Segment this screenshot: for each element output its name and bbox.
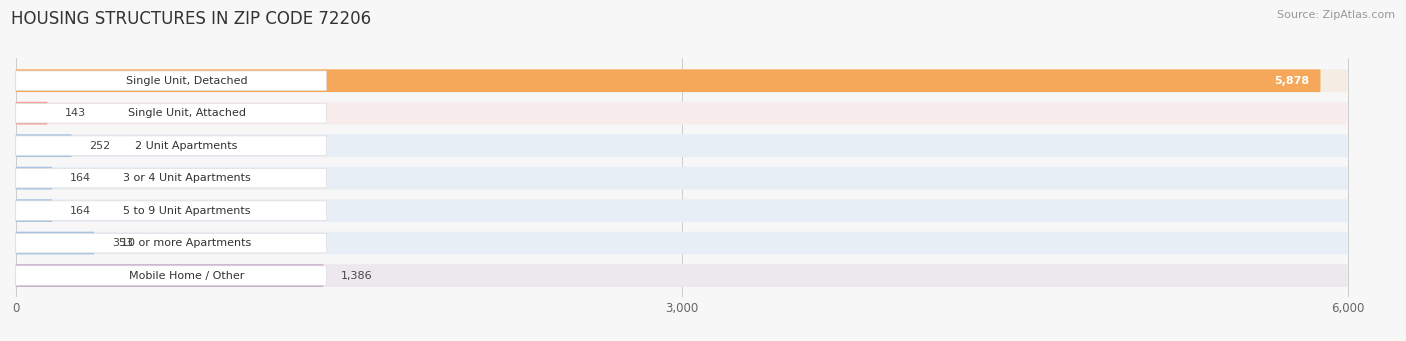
Text: 252: 252 [90, 140, 111, 151]
FancyBboxPatch shape [15, 199, 1347, 222]
FancyBboxPatch shape [15, 71, 326, 90]
Text: HOUSING STRUCTURES IN ZIP CODE 72206: HOUSING STRUCTURES IN ZIP CODE 72206 [11, 10, 371, 28]
FancyBboxPatch shape [15, 264, 1347, 287]
FancyBboxPatch shape [15, 69, 1320, 92]
FancyBboxPatch shape [15, 266, 326, 285]
Text: 5,878: 5,878 [1274, 76, 1309, 86]
FancyBboxPatch shape [15, 199, 52, 222]
FancyBboxPatch shape [15, 264, 323, 287]
Text: Single Unit, Attached: Single Unit, Attached [128, 108, 246, 118]
FancyBboxPatch shape [15, 233, 326, 253]
Text: 164: 164 [70, 173, 91, 183]
Text: 353: 353 [112, 238, 132, 248]
FancyBboxPatch shape [15, 102, 48, 124]
Text: 2 Unit Apartments: 2 Unit Apartments [135, 140, 238, 151]
Text: 3 or 4 Unit Apartments: 3 or 4 Unit Apartments [122, 173, 250, 183]
FancyBboxPatch shape [15, 201, 326, 220]
Text: Mobile Home / Other: Mobile Home / Other [129, 270, 245, 281]
FancyBboxPatch shape [15, 168, 326, 188]
Text: 5 to 9 Unit Apartments: 5 to 9 Unit Apartments [122, 206, 250, 216]
Text: 1,386: 1,386 [342, 270, 373, 281]
FancyBboxPatch shape [15, 134, 1347, 157]
Text: 10 or more Apartments: 10 or more Apartments [121, 238, 252, 248]
Text: 143: 143 [65, 108, 86, 118]
Text: Single Unit, Detached: Single Unit, Detached [125, 76, 247, 86]
FancyBboxPatch shape [15, 167, 52, 190]
FancyBboxPatch shape [15, 69, 1347, 92]
FancyBboxPatch shape [15, 232, 1347, 254]
FancyBboxPatch shape [15, 134, 72, 157]
Text: Source: ZipAtlas.com: Source: ZipAtlas.com [1277, 10, 1395, 20]
FancyBboxPatch shape [15, 103, 326, 123]
FancyBboxPatch shape [15, 167, 1347, 190]
Text: 164: 164 [70, 206, 91, 216]
FancyBboxPatch shape [15, 136, 326, 155]
FancyBboxPatch shape [15, 102, 1347, 124]
FancyBboxPatch shape [15, 232, 94, 254]
